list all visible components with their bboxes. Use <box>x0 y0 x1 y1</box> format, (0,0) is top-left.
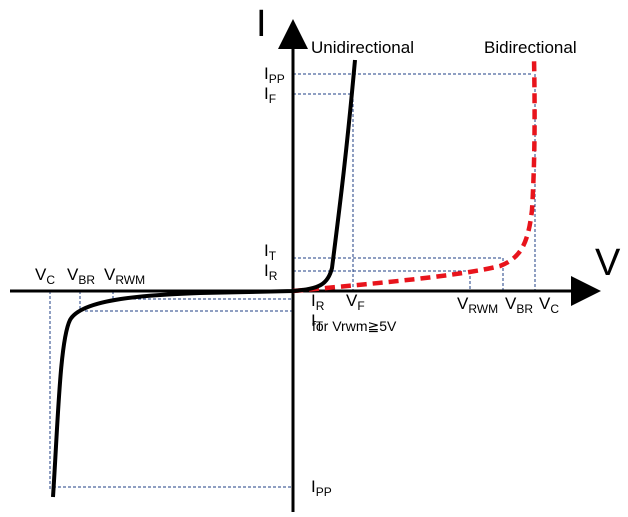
y-axis-label: I <box>256 3 267 45</box>
bidirectional-label: Bidirectional <box>484 38 577 57</box>
ipp-bottom-label: IPP <box>311 477 332 499</box>
if-label: IF <box>264 84 276 106</box>
vbr-left-label: VBR <box>67 265 95 287</box>
ir-bottom-label: IR <box>311 291 325 313</box>
bidirectional-curve <box>292 57 537 294</box>
vc-right-label: VC <box>539 294 559 316</box>
vbr-right-label: VBR <box>505 294 533 316</box>
x-axis-label: V <box>595 242 621 284</box>
vrwm-left-label: VRWM <box>104 265 145 287</box>
vrwm-right-label: VRWM <box>457 294 498 316</box>
unidirectional-curve <box>51 59 357 498</box>
vc-left-label: VC <box>35 265 55 287</box>
it-top-label: IT <box>264 241 277 263</box>
ipp-top-label: IPP <box>264 64 285 86</box>
vf-label: VF <box>346 291 365 313</box>
vf-note: for Vrwm≧5V <box>312 318 397 334</box>
ir-top-label: IR <box>264 261 278 283</box>
it-bottom-label: IT <box>311 311 324 333</box>
unidirectional-label: Unidirectional <box>311 38 414 57</box>
